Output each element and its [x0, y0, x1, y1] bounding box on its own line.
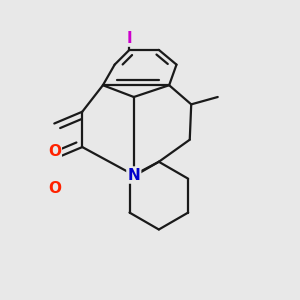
Text: I: I	[127, 31, 132, 46]
Text: O: O	[48, 144, 61, 159]
Text: N: N	[128, 167, 140, 182]
Text: O: O	[48, 181, 61, 196]
